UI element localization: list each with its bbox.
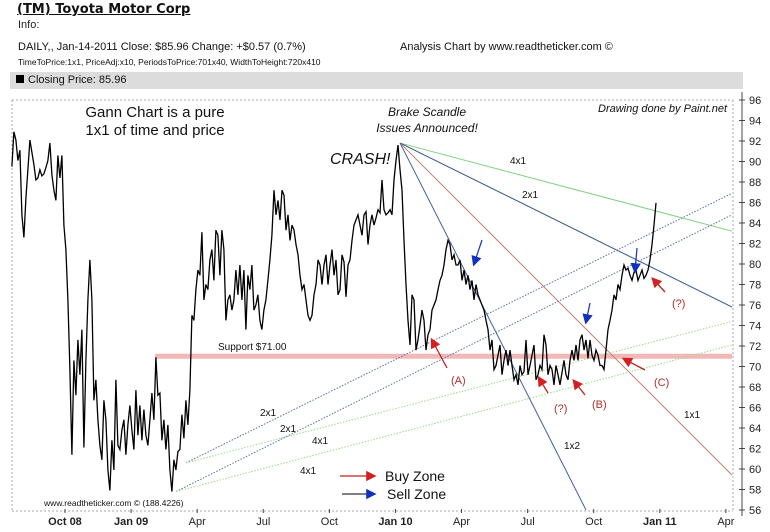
x-tick-label: Apr	[453, 516, 470, 528]
gann-label-4x1-top: 4x1	[510, 156, 527, 167]
x-tick-label: Oct	[321, 516, 338, 528]
y-tick-label: 56	[749, 505, 761, 517]
credit-text: Analysis Chart by www.readtheticker.com …	[400, 41, 613, 53]
quote-summary: DAILY,, Jan-14-2011 Close: $85.96 Change…	[18, 41, 306, 53]
y-tick-label: 64	[749, 423, 761, 435]
info-label: Info:	[18, 19, 40, 31]
y-tick-label: 90	[749, 157, 761, 169]
gann-label-4x1-a: 4x1	[312, 436, 329, 447]
label-a: (A)	[451, 375, 466, 387]
plot-frame	[11, 92, 743, 516]
annotation-text: Gann Chart is a pure 1x1 of time and pri…	[43, 103, 728, 508]
label-c: (C)	[654, 377, 669, 389]
buy-arrow-b	[572, 378, 586, 396]
legend-buy-zone: Buy Zone	[385, 468, 445, 484]
zone-labels: (A) (?) (B) (C) (?)	[451, 298, 685, 415]
gann-label-2x1-top: 2x1	[522, 190, 539, 201]
y-tick-label: 88	[749, 177, 761, 189]
y-tick-label: 72	[749, 341, 761, 353]
sell-arrow-2	[582, 302, 593, 325]
crash-label: CRASH!	[330, 151, 391, 168]
y-axis: 56 58 60 62 64 66 68 70 72 74 76 78 80 82 84 86 88 90 92 94…	[739, 95, 761, 517]
gann-label-2x1-b: 2x1	[280, 424, 297, 435]
legend-sell-zone: Sell Zone	[387, 486, 446, 502]
gann-note-line2: 1x1 of time and price	[85, 122, 224, 139]
y-tick-label: 74	[749, 321, 761, 333]
x-tick-label: Oct 08	[48, 516, 82, 528]
x-tick-label: Jan 11	[643, 516, 677, 528]
sell-arrow-3	[630, 247, 641, 274]
x-tick-label: Jan 10	[378, 516, 412, 528]
y-tick-label: 96	[749, 95, 761, 107]
y-tick-label: 92	[749, 136, 761, 148]
y-tick-label: 80	[749, 259, 761, 271]
page-title[interactable]: (TM) Toyota Motor Corp	[17, 2, 191, 17]
x-tick-label: Jul	[521, 516, 535, 528]
y-tick-label: 94	[749, 116, 761, 128]
y-tick-label: 78	[749, 280, 761, 292]
y-tick-label: 82	[749, 239, 761, 251]
buy-arrow-a	[430, 337, 448, 369]
legend-swatch	[16, 75, 24, 83]
gann-lines	[175, 142, 733, 511]
gann-note-line1: Gann Chart is a pure	[85, 104, 224, 121]
y-tick-label: 68	[749, 382, 761, 394]
legend-bar	[10, 72, 743, 89]
label-q1: (?)	[554, 403, 567, 415]
sell-arrows	[342, 239, 641, 500]
brake-note-line2: Issues Announced!	[376, 121, 478, 135]
legend-label: Closing Price: 85.96	[28, 74, 127, 86]
y-tick-label: 84	[749, 218, 761, 230]
buy-arrow-q2	[651, 277, 666, 293]
gann-line	[185, 320, 733, 464]
gann-line	[399, 142, 587, 511]
brake-note-line1: Brake Scandle	[388, 105, 466, 119]
gann-label-1x2: 1x2	[564, 441, 581, 452]
y-tick-label: 58	[749, 485, 761, 497]
x-axis: Oct 08 Jan 09 Apr Jul Oct Jan 10 Apr Jul Oct Jan …	[48, 509, 735, 528]
x-tick-label: Apr	[717, 516, 734, 528]
x-tick-label: Apr	[189, 516, 206, 528]
buy-arrow-q1	[537, 375, 549, 394]
x-tick-label: Jul	[256, 516, 270, 528]
y-tick-label: 66	[749, 403, 761, 415]
price-series-line	[11, 131, 657, 492]
y-tick-label: 62	[749, 444, 761, 456]
gann-line	[399, 142, 733, 308]
x-tick-label: Jan 09	[114, 516, 148, 528]
y-tick-label: 76	[749, 300, 761, 312]
gann-line	[399, 142, 733, 232]
gann-label-1x1: 1x1	[684, 410, 701, 421]
gann-label-2x1-a: 2x1	[260, 408, 277, 419]
gann-line	[185, 192, 733, 464]
buy-arrows	[340, 277, 666, 482]
sell-arrow-1	[471, 239, 483, 267]
gann-label-4x1-b: 4x1	[300, 466, 317, 477]
support-label: Support $71.00	[218, 342, 287, 353]
chart-parameters: TimeToPrice:1x1, PriceAdj:x10, PeriodsTo…	[18, 57, 321, 67]
paint-credit: Drawing done by Paint.net	[598, 103, 728, 115]
gann-line	[399, 142, 733, 476]
buy-arrow-c	[621, 357, 646, 371]
y-tick-label: 86	[749, 198, 761, 210]
y-tick-label: 60	[749, 464, 761, 476]
watermark: www.readtheticker.com © (188.4226)	[43, 498, 184, 508]
x-tick-label: Oct	[585, 516, 602, 528]
y-tick-label: 70	[749, 362, 761, 374]
label-q2: (?)	[672, 298, 685, 310]
legend-closing-price: Closing Price: 85.96	[16, 74, 126, 86]
label-b: (B)	[592, 399, 607, 411]
